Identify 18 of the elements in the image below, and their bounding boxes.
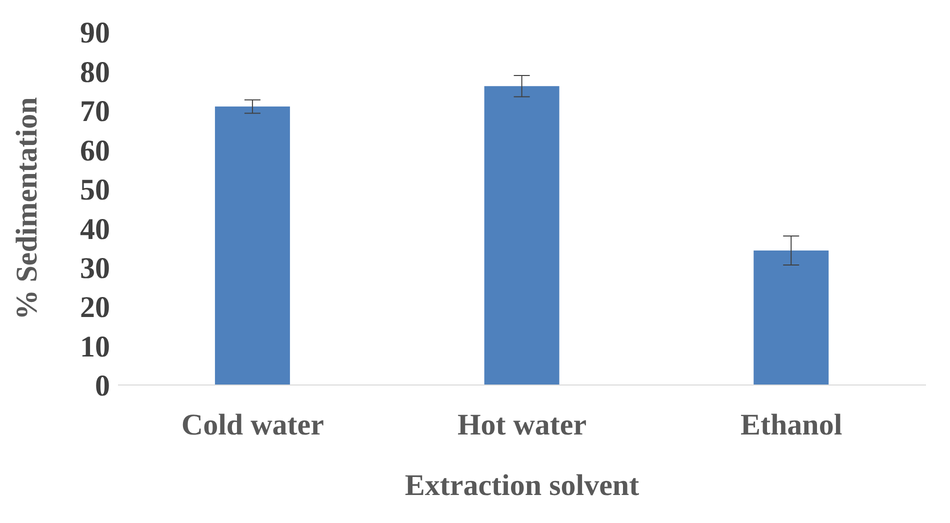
bar (754, 250, 829, 385)
y-tick-label: 0 (95, 370, 110, 403)
y-tick-label: 90 (80, 16, 110, 50)
y-tick-label: 10 (80, 330, 110, 364)
y-tick-label: 20 (80, 291, 110, 324)
y-tick-label: 40 (80, 212, 110, 246)
y-tick-label: 30 (80, 252, 110, 285)
x-tick-label: Ethanol (740, 408, 842, 442)
y-tick-label: 70 (80, 95, 110, 128)
bar (484, 86, 560, 385)
x-tick-label: Cold water (181, 408, 324, 442)
y-tick-label: 80 (80, 56, 110, 89)
bar (214, 106, 290, 385)
y-tick-label: 50 (80, 174, 110, 207)
y-axis-title: % Sedimentation (10, 96, 44, 320)
x-axis-title: Extraction solvent (404, 469, 640, 502)
y-tick-label: 60 (80, 134, 110, 168)
x-tick-label: Hot water (457, 408, 587, 442)
